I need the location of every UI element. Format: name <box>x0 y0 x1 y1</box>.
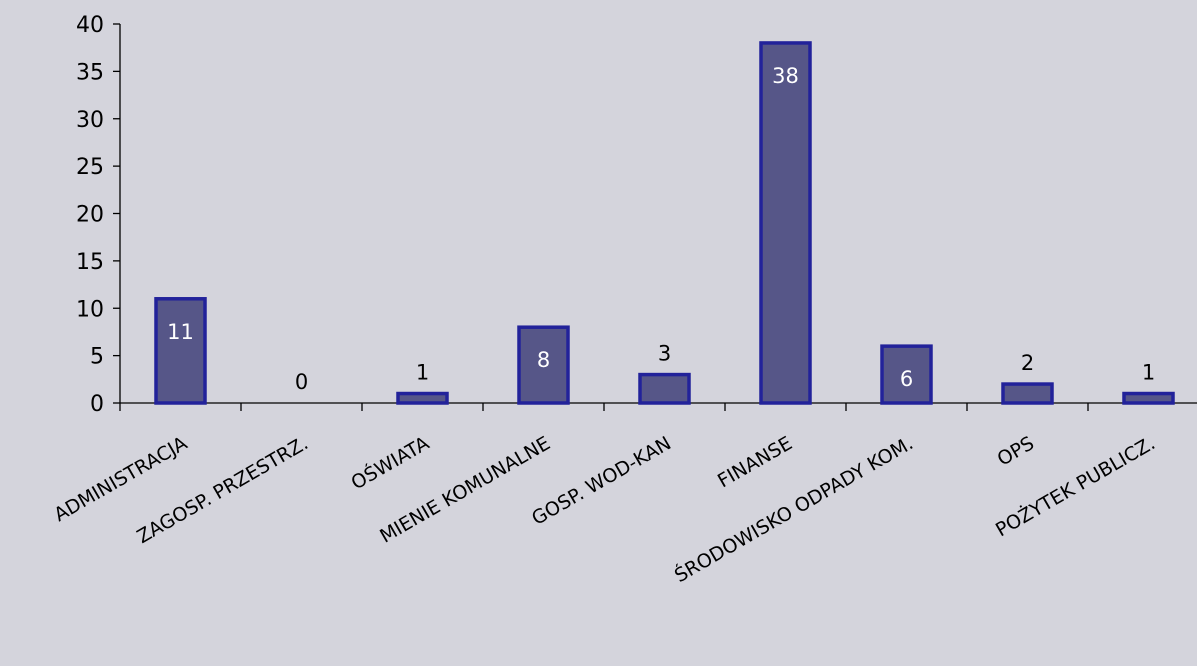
x-category-label: OŚWIATA <box>346 431 433 495</box>
y-axis: 0 5 10 15 20 25 30 35 40 <box>76 13 121 417</box>
bar <box>154 297 207 405</box>
bar <box>759 41 812 405</box>
y-tick-label: 10 <box>76 297 104 322</box>
data-label: 11 <box>167 320 194 344</box>
y-tick-label: 30 <box>76 108 104 133</box>
y-tick-label: 35 <box>76 60 104 85</box>
bar <box>880 344 933 405</box>
bar <box>396 391 449 405</box>
data-label: 2 <box>1021 351 1034 375</box>
x-category-label: FINANSE <box>714 432 796 492</box>
data-label: 8 <box>537 348 550 372</box>
data-label: 38 <box>772 64 799 88</box>
data-label: 3 <box>658 342 671 366</box>
data-label: 6 <box>900 367 913 391</box>
data-labels: 11 0 1 8 3 38 6 2 1 <box>167 64 1155 394</box>
y-tick-label: 15 <box>76 250 104 275</box>
y-tick-label: 0 <box>90 392 104 417</box>
y-tick-label: 5 <box>90 345 104 370</box>
bars <box>154 41 1175 405</box>
bar <box>1122 391 1175 405</box>
bar <box>638 372 691 405</box>
y-tick-label: 20 <box>76 203 104 228</box>
y-tick-label: 25 <box>76 155 104 180</box>
data-label: 0 <box>295 370 308 394</box>
bar <box>1001 382 1054 405</box>
data-label: 1 <box>416 361 429 385</box>
x-category-label: ŚRODOWISKO ODPADY KOM. <box>670 431 917 588</box>
x-category-label: OPS <box>994 432 1038 470</box>
bar <box>517 325 570 405</box>
data-label: 1 <box>1142 361 1155 385</box>
y-tick-label: 40 <box>76 13 104 38</box>
